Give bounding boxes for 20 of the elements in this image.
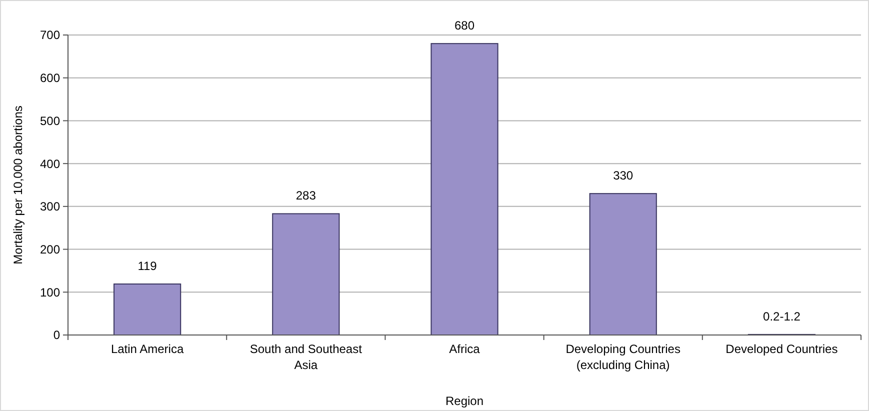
data-label: 330 — [613, 168, 634, 183]
y-tick-label: 400 — [40, 156, 60, 171]
y-tick-label: 500 — [40, 114, 60, 128]
y-tick-label: 100 — [40, 285, 60, 300]
y-tick-label: 300 — [40, 200, 60, 214]
y-axis-title: Mortality per 10,000 abortions — [11, 106, 25, 264]
data-label: 119 — [138, 259, 158, 273]
x-tick-label: Developed Countries — [726, 342, 838, 356]
y-tick-label: 700 — [40, 28, 60, 42]
y-tick-label: 0 — [53, 328, 60, 342]
data-label: 283 — [296, 188, 316, 203]
x-tick-label: Developing Countries (excluding China) — [566, 342, 680, 372]
x-tick-label: Africa — [449, 342, 480, 356]
data-label: 680 — [454, 18, 475, 33]
data-label: 0.2-1.2 — [763, 309, 801, 324]
x-tick-label: South and Southeast Asia — [250, 342, 363, 372]
y-tick-label: 600 — [40, 71, 60, 86]
x-tick-label: Latin America — [110, 342, 184, 356]
y-tick-label: 200 — [40, 242, 60, 256]
x-axis-title: Region — [445, 394, 484, 408]
